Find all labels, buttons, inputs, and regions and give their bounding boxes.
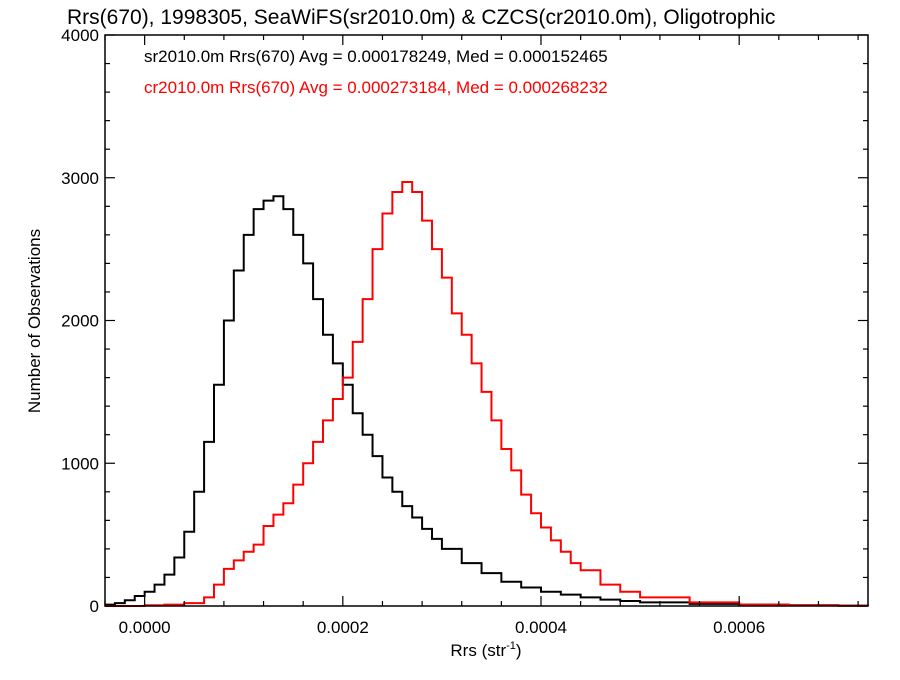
- x-axis-label-superscript: -1: [506, 640, 516, 652]
- y-tick-label: 1000: [61, 454, 99, 473]
- y-axis-label: Number of Observations: [25, 229, 44, 413]
- x-tick-label: 0.0004: [515, 618, 567, 637]
- chart-title: Rrs(670), 1998305, SeaWiFS(sr2010.0m) & …: [67, 6, 775, 29]
- y-tick-label: 0: [90, 597, 99, 616]
- series-red-line: [105, 181, 869, 607]
- series-layer: [105, 181, 869, 607]
- x-tick-label: 0.0006: [713, 618, 765, 637]
- y-tick-label: 4000: [61, 26, 99, 45]
- x-axis-label-main: Rrs (str: [450, 641, 506, 660]
- y-tick-label: 3000: [61, 169, 99, 188]
- ticks-layer: 0.0000 0.0002 0.0004 0.0006 0 1000 2000 3000 400…: [61, 26, 868, 637]
- annotation-black-stats: sr2010.0m Rrs(670) Avg = 0.000178249, Me…: [144, 47, 608, 66]
- series-black-line: [105, 195, 869, 607]
- y-tick-label: 2000: [61, 312, 99, 331]
- plot-frame: [104, 34, 869, 607]
- x-tick-label: 0.0000: [119, 618, 171, 637]
- annotation-red-stats: cr2010.0m Rrs(670) Avg = 0.000273184, Me…: [144, 78, 608, 97]
- x-tick-label: 0.0002: [317, 618, 369, 637]
- x-axis-label: Rrs (str-1): [450, 640, 521, 660]
- x-axis-label-close: ): [516, 641, 522, 660]
